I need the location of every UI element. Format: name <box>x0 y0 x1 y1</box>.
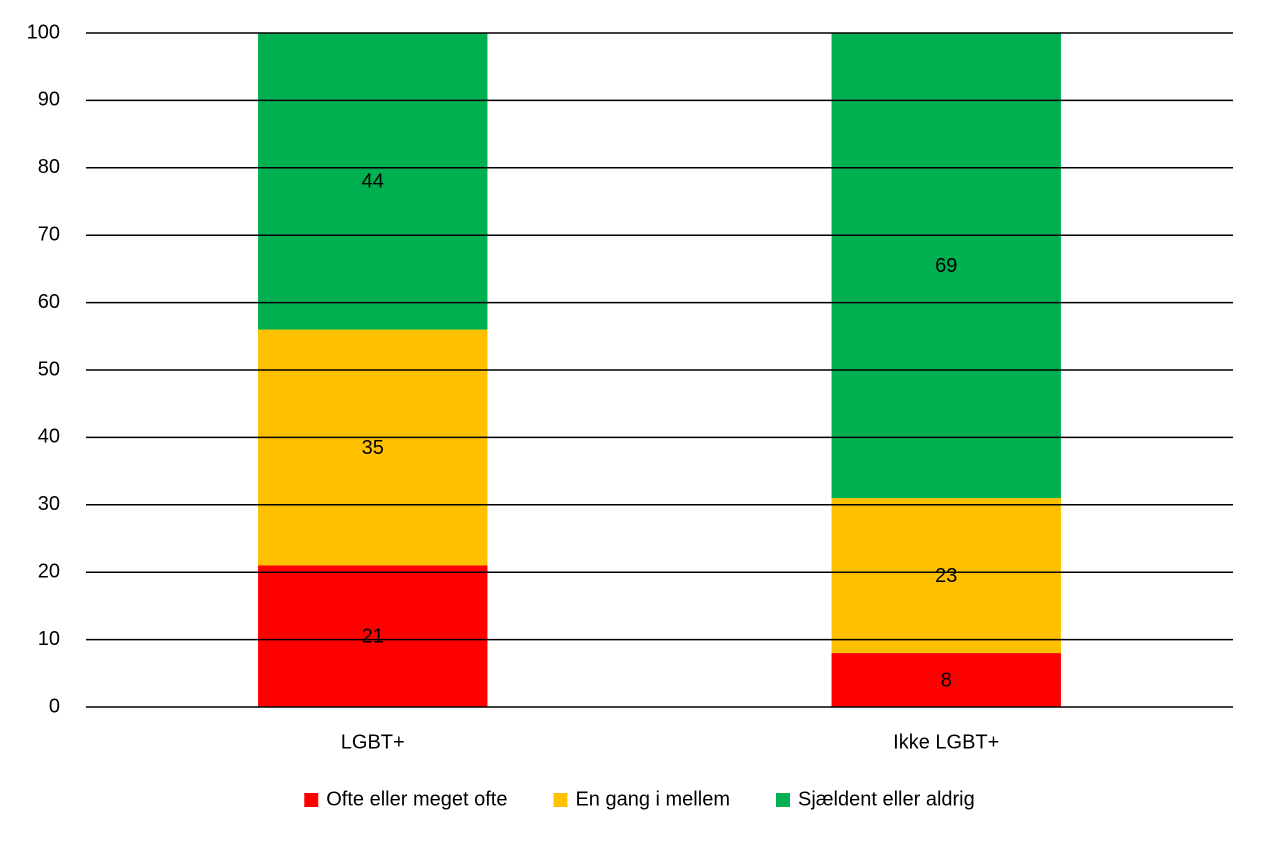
bar-segment <box>258 33 488 330</box>
data-label: 8 <box>941 669 952 691</box>
data-label: 23 <box>935 565 957 587</box>
x-tick-label: Ikke LGBT+ <box>893 731 999 753</box>
legend-swatch <box>553 793 568 807</box>
bar-segment <box>258 329 488 566</box>
y-tick-label: 10 <box>38 628 60 650</box>
y-tick-label: 70 <box>38 223 60 245</box>
bar-segment <box>831 653 1061 707</box>
y-tick-label: 20 <box>38 560 60 582</box>
y-tick-label: 100 <box>27 21 60 43</box>
x-tick-label: LGBT+ <box>341 731 405 753</box>
y-tick-label: 80 <box>38 156 60 178</box>
data-label: 35 <box>362 437 384 459</box>
legend-swatch <box>304 793 319 807</box>
bar-segment <box>831 33 1061 499</box>
bar-segment <box>258 565 488 707</box>
y-tick-label: 50 <box>38 358 60 380</box>
legend-swatch <box>775 793 790 807</box>
y-tick-label: 40 <box>38 426 60 448</box>
legend-label: Sjældent eller aldrig <box>798 788 975 810</box>
bar-segment <box>831 498 1061 654</box>
data-label: 21 <box>362 626 384 648</box>
y-tick-label: 60 <box>38 291 60 313</box>
legend-label: En gang i mellem <box>575 788 730 810</box>
y-tick-label: 30 <box>38 493 60 515</box>
legend-label: Ofte eller meget ofte <box>326 788 507 810</box>
data-label: 44 <box>362 171 384 193</box>
data-label: 69 <box>935 255 957 277</box>
y-tick-label: 0 <box>49 695 60 717</box>
y-tick-label: 90 <box>38 89 60 111</box>
